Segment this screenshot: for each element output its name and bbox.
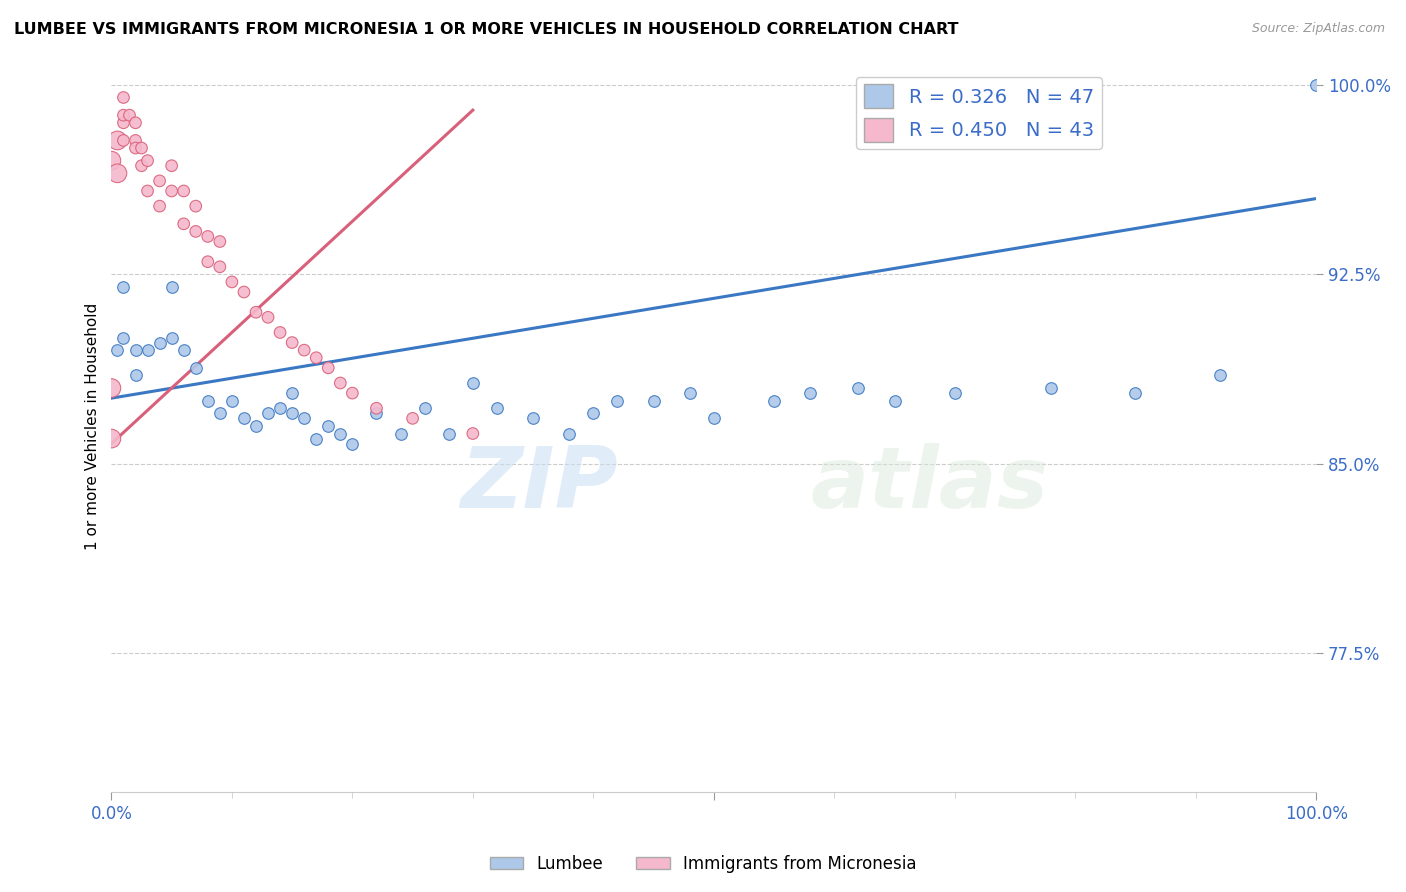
Legend: Lumbee, Immigrants from Micronesia: Lumbee, Immigrants from Micronesia	[482, 848, 924, 880]
Point	[1040, 381, 1063, 395]
Point	[107, 343, 129, 358]
Point	[245, 305, 267, 319]
Point	[292, 343, 315, 358]
Point	[118, 108, 141, 122]
Legend: R = 0.326   N = 47, R = 0.450   N = 43: R = 0.326 N = 47, R = 0.450 N = 43	[856, 77, 1102, 149]
Point	[173, 343, 195, 358]
Point	[100, 153, 122, 168]
Point	[606, 393, 628, 408]
Point	[257, 310, 280, 325]
Point	[1125, 386, 1147, 401]
Point	[197, 393, 219, 408]
Point	[131, 159, 153, 173]
Point	[799, 386, 821, 401]
Point	[401, 411, 423, 425]
Point	[160, 159, 183, 173]
Point	[107, 133, 129, 147]
Point	[763, 393, 786, 408]
Text: ZIP: ZIP	[460, 443, 617, 526]
Point	[461, 376, 484, 390]
Point	[124, 116, 146, 130]
Point	[124, 133, 146, 147]
Point	[316, 419, 339, 434]
Point	[136, 184, 159, 198]
Point	[413, 401, 436, 416]
Point	[221, 275, 243, 289]
Point	[112, 108, 135, 122]
Point	[160, 184, 183, 198]
Point	[232, 285, 254, 299]
Point	[124, 368, 146, 383]
Point	[703, 411, 725, 425]
Point	[112, 330, 135, 344]
Point	[437, 426, 460, 441]
Point	[112, 280, 135, 294]
Point	[149, 174, 172, 188]
Point	[173, 184, 195, 198]
Point	[366, 406, 388, 420]
Point	[329, 376, 352, 390]
Point	[112, 133, 135, 147]
Point	[221, 393, 243, 408]
Point	[245, 419, 267, 434]
Point	[197, 254, 219, 268]
Point	[582, 406, 605, 420]
Point	[485, 401, 508, 416]
Point	[389, 426, 412, 441]
Point	[112, 116, 135, 130]
Point	[366, 401, 388, 416]
Point	[149, 335, 172, 350]
Point	[131, 141, 153, 155]
Point	[136, 343, 159, 358]
Text: atlas: atlas	[810, 443, 1049, 526]
Point	[160, 280, 183, 294]
Point	[281, 386, 304, 401]
Point	[281, 406, 304, 420]
Point	[329, 426, 352, 441]
Text: Source: ZipAtlas.com: Source: ZipAtlas.com	[1251, 22, 1385, 36]
Point	[197, 229, 219, 244]
Point	[100, 432, 122, 446]
Point	[184, 224, 207, 238]
Point	[184, 199, 207, 213]
Point	[292, 411, 315, 425]
Point	[305, 351, 328, 365]
Point	[281, 335, 304, 350]
Point	[184, 360, 207, 375]
Point	[208, 406, 231, 420]
Point	[522, 411, 544, 425]
Point	[173, 217, 195, 231]
Point	[257, 406, 280, 420]
Point	[160, 330, 183, 344]
Point	[558, 426, 581, 441]
Point	[305, 432, 328, 446]
Point	[679, 386, 702, 401]
Point	[342, 436, 364, 450]
Point	[943, 386, 966, 401]
Point	[149, 199, 172, 213]
Point	[124, 343, 146, 358]
Point	[848, 381, 870, 395]
Point	[342, 386, 364, 401]
Point	[107, 166, 129, 180]
Point	[232, 411, 254, 425]
Point	[316, 360, 339, 375]
Point	[461, 426, 484, 441]
Point	[1305, 78, 1327, 92]
Text: LUMBEE VS IMMIGRANTS FROM MICRONESIA 1 OR MORE VEHICLES IN HOUSEHOLD CORRELATION: LUMBEE VS IMMIGRANTS FROM MICRONESIA 1 O…	[14, 22, 959, 37]
Point	[269, 326, 291, 340]
Point	[136, 153, 159, 168]
Point	[883, 393, 905, 408]
Point	[112, 90, 135, 104]
Point	[208, 260, 231, 274]
Point	[208, 235, 231, 249]
Point	[269, 401, 291, 416]
Point	[100, 381, 122, 395]
Point	[1209, 368, 1232, 383]
Y-axis label: 1 or more Vehicles in Household: 1 or more Vehicles in Household	[86, 302, 100, 549]
Point	[124, 141, 146, 155]
Point	[643, 393, 665, 408]
